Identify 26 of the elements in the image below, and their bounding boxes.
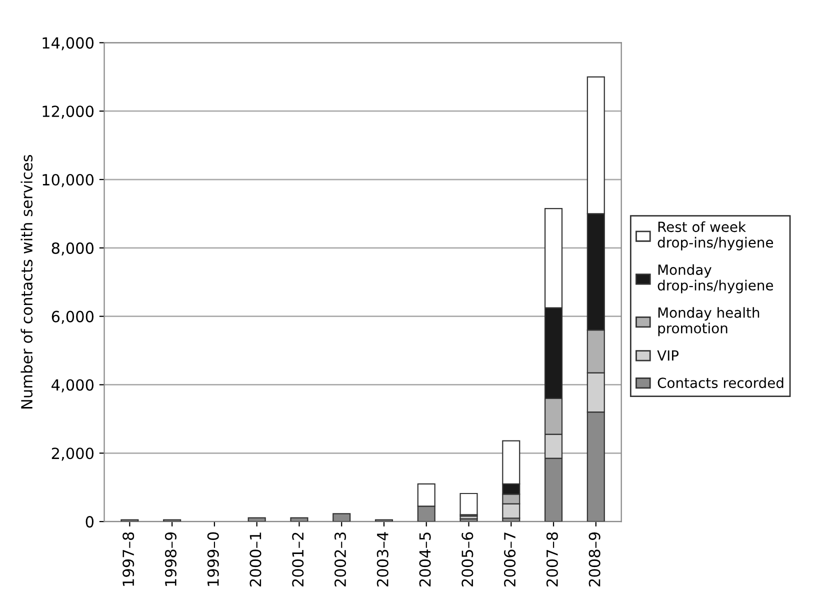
x-tick-label: 2004–5: [419, 532, 431, 586]
x-tick-label: 2008–9: [588, 532, 600, 586]
x-tick-label: 2003–4: [376, 532, 388, 586]
y-tick-label: 6,000: [52, 310, 94, 324]
legend-label: VIP: [657, 350, 679, 361]
y-tick-label: 0: [86, 516, 94, 528]
legend-label: Monday drop-ins/hygiene: [658, 264, 774, 294]
x-tick-label: 2000–1: [250, 532, 262, 586]
x-tick-label: 2006–7: [504, 532, 516, 586]
x-tick-label: 2001–2: [292, 532, 304, 586]
y-axis-title: Number of contacts with services: [20, 154, 33, 408]
x-tick-label: 1999–0: [207, 532, 219, 586]
legend-label: Monday health promotion: [658, 307, 760, 336]
x-tick-label: 1997–8: [122, 532, 134, 586]
y-tick-label: 10,000: [42, 174, 94, 188]
y-tick-label: 8,000: [52, 242, 94, 256]
y-tick-label: 12,000: [42, 106, 94, 119]
x-tick-label: 2007–8: [546, 532, 558, 586]
x-tick-label: 1998–9: [164, 532, 176, 586]
x-tick-label: 2002–3: [334, 532, 346, 586]
y-tick-label: 14,000: [42, 37, 94, 50]
y-tick-label: 4,000: [52, 379, 94, 392]
legend-label: Contacts recorded: [658, 377, 784, 388]
y-tick-label: 2,000: [52, 448, 94, 461]
x-tick-label: 2005–6: [462, 532, 474, 586]
legend-label: Rest of week drop-ins/hygiene: [658, 221, 774, 250]
